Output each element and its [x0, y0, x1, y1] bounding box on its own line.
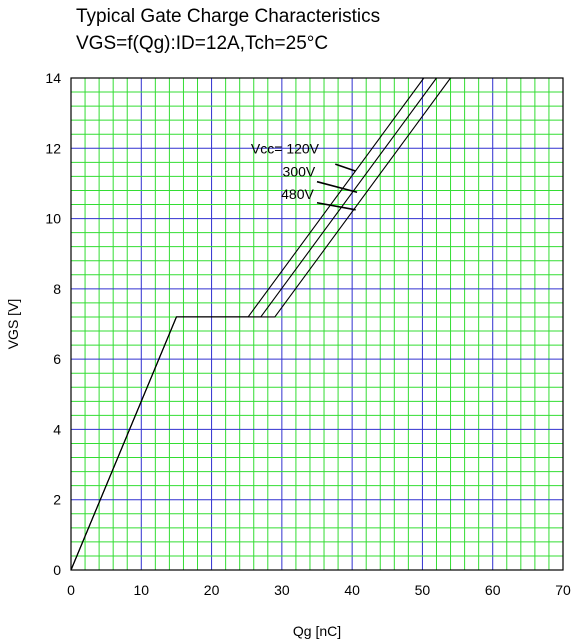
series-line — [70, 77, 425, 571]
y-tick-label: 0 — [53, 562, 61, 578]
y-tick-label: 8 — [53, 281, 61, 297]
annotation-label: 480V — [281, 186, 314, 202]
x-tick-label: 30 — [274, 582, 290, 598]
x-tick-label: 20 — [204, 582, 220, 598]
x-tick-label: 40 — [344, 582, 360, 598]
chart-subtitle: VGS=f(Qg):ID=12A,Tch=25°C — [76, 33, 329, 54]
grid — [71, 78, 563, 570]
tick-labels: 0 10 20 30 40 50 60 70 0 2 4 6 8 10 12 14 — [45, 70, 571, 598]
annotation-leader — [335, 163, 356, 172]
x-axis-label: Qg [nC] — [293, 623, 341, 639]
annotation-leader — [316, 201, 356, 211]
annotation-leader — [316, 180, 358, 193]
y-tick-label: 12 — [45, 140, 61, 156]
x-tick-label: 70 — [555, 582, 571, 598]
annotations: Vcc= 120V 300V 480V — [251, 141, 358, 211]
x-tick-label: 60 — [485, 582, 501, 598]
y-tick-label: 6 — [53, 351, 61, 367]
y-tick-label: 14 — [45, 70, 61, 86]
y-tick-label: 10 — [45, 211, 61, 227]
series-line — [70, 77, 451, 571]
y-tick-label: 2 — [53, 492, 61, 508]
x-tick-label: 10 — [133, 582, 149, 598]
y-axis-label: VGS [V] — [5, 299, 21, 350]
chart-title: Typical Gate Charge Characteristics — [76, 6, 381, 27]
series-layer — [70, 77, 451, 571]
plot-frame — [70, 77, 564, 571]
y-tick-label: 4 — [53, 421, 61, 437]
x-tick-label: 50 — [415, 582, 431, 598]
x-tick-label: 0 — [67, 582, 75, 598]
annotation-label: 300V — [283, 163, 316, 179]
annotation-label: Vcc= 120V — [251, 141, 320, 157]
